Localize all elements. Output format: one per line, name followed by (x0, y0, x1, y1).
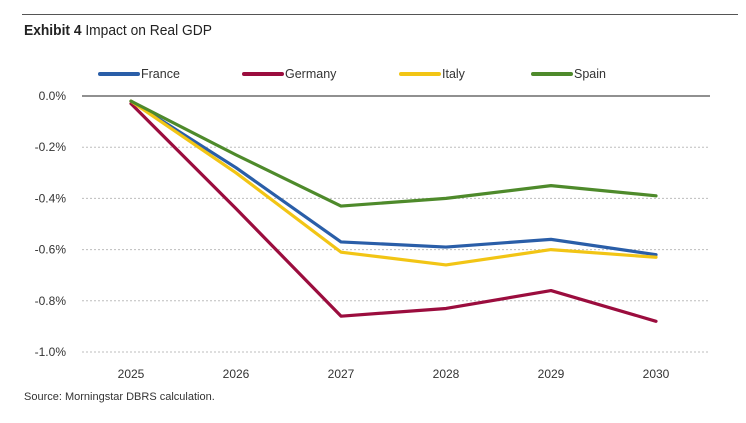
y-tick-label: -0.8% (35, 294, 67, 308)
legend-label-spain: Spain (574, 67, 606, 81)
y-tick-label: -0.6% (35, 243, 67, 257)
series-line-germany (129, 102, 658, 323)
x-tick-label: 2026 (223, 367, 250, 381)
y-tick-label: -1.0% (35, 345, 67, 359)
source-note: Source: Morningstar DBRS calculation. (24, 391, 215, 403)
x-tick-label: 2029 (538, 367, 565, 381)
y-tick-label: 0.0% (39, 89, 67, 103)
series-line-france (129, 99, 658, 257)
chart-title: Exhibit 4 Impact on Real GDP (24, 22, 212, 39)
title-text: Impact on Real GDP (85, 22, 212, 39)
x-tick-label: 2030 (643, 367, 670, 381)
legend-label-italy: Italy (442, 67, 466, 81)
top-rule (22, 14, 738, 15)
y-tick-label: -0.4% (35, 191, 67, 205)
series-line-italy (129, 99, 658, 267)
exhibit-label: Exhibit 4 (24, 22, 82, 39)
legend-label-germany: Germany (285, 67, 337, 81)
legend-label-france: France (141, 67, 180, 81)
y-tick-label: -0.2% (35, 140, 67, 154)
x-tick-label: 2028 (433, 367, 460, 381)
series-line-spain (129, 99, 658, 208)
x-tick-label: 2025 (118, 367, 145, 381)
x-tick-label: 2027 (328, 367, 355, 381)
